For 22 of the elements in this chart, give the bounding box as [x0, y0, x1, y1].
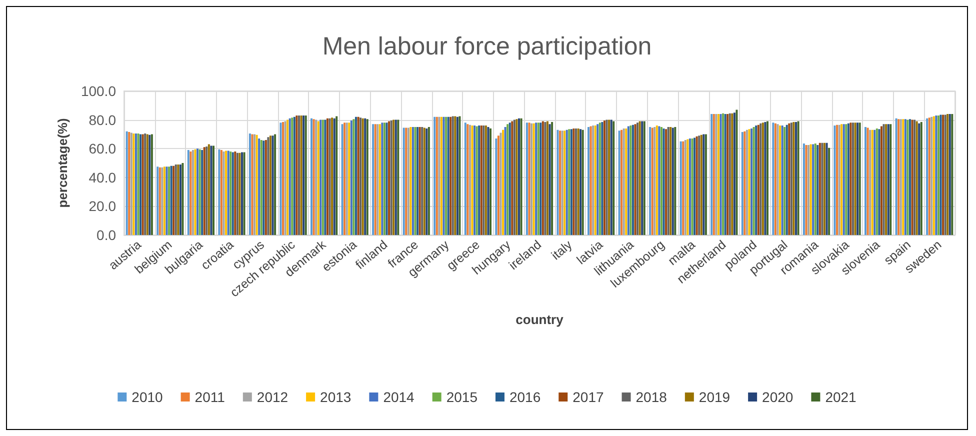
legend-label: 2020 [762, 389, 794, 405]
y-tick-label: 80.0 [88, 112, 116, 128]
y-tick-label: 0.0 [96, 227, 116, 243]
legend-label: 2011 [194, 389, 226, 405]
legend-label: 2018 [636, 389, 668, 405]
legend-label: 2016 [509, 389, 541, 405]
y-tick-label: 40.0 [88, 169, 116, 186]
legend-label: 2012 [256, 389, 288, 405]
legend-label: 2019 [698, 389, 730, 405]
y-axis-title: percentage(%) [55, 118, 70, 208]
legend-label: 2013 [320, 389, 352, 405]
y-tick-label: 100.0 [80, 83, 116, 99]
legend-label: 2010 [132, 389, 164, 405]
x-axis-title: country [516, 312, 564, 327]
legend-label: 2014 [383, 389, 415, 405]
legend-label: 2017 [572, 389, 604, 405]
x-tick-label: italy [548, 237, 576, 263]
legend-label: 2015 [446, 389, 478, 405]
chart-title: Men labour force participation [322, 32, 652, 60]
legend-label: 2021 [825, 389, 857, 405]
y-tick-label: 60.0 [88, 140, 116, 157]
y-tick-label: 20.0 [88, 198, 116, 214]
